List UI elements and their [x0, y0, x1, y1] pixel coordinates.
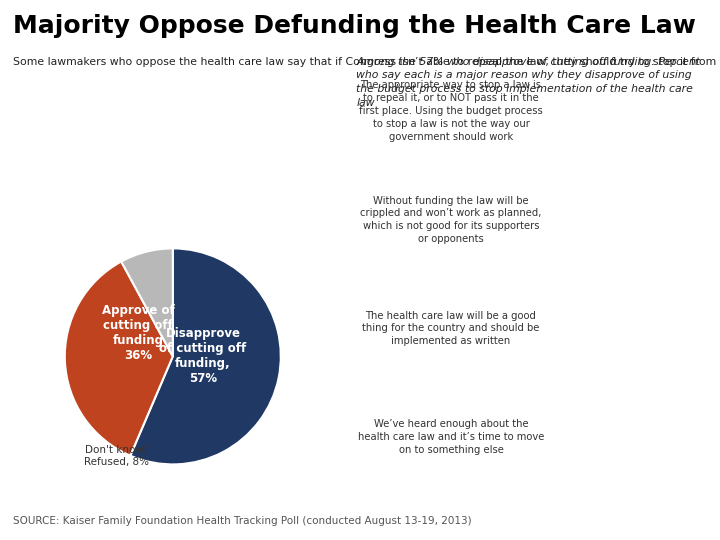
Text: Don't know/
Refused, 8%: Don't know/ Refused, 8% [84, 445, 149, 467]
Text: FAMILY: FAMILY [630, 508, 684, 522]
Text: 35%: 35% [566, 430, 595, 443]
Text: THE HENRY J.: THE HENRY J. [640, 487, 674, 492]
Wedge shape [65, 261, 173, 456]
Text: Majority Oppose Defunding the Health Care Law: Majority Oppose Defunding the Health Car… [13, 14, 696, 37]
Wedge shape [121, 248, 173, 356]
Text: 49%: 49% [576, 322, 606, 335]
Text: KAISER: KAISER [629, 495, 685, 509]
Text: 69%: 69% [590, 105, 620, 118]
Text: Among the 57% who disapprove of cutting off funding: Percent
who say each is a m: Among the 57% who disapprove of cutting … [356, 57, 701, 107]
Text: Approve of
cutting off
funding
36%: Approve of cutting off funding 36% [102, 303, 175, 362]
Text: SOURCE: Kaiser Family Foundation Health Tracking Poll (conducted August 13-19, 2: SOURCE: Kaiser Family Foundation Health … [13, 516, 472, 526]
Text: 56%: 56% [581, 213, 611, 226]
Text: FOUNDATION: FOUNDATION [639, 524, 675, 529]
Wedge shape [130, 248, 281, 464]
Text: The appropriate way to stop a law is
to repeal it, or to NOT pass it in the
firs: The appropriate way to stop a law is to … [359, 80, 543, 141]
Text: Disapprove
of cutting off
funding,
57%: Disapprove of cutting off funding, 57% [159, 327, 247, 386]
Text: Without funding the law will be
crippled and won’t work as planned,
which is not: Without funding the law will be crippled… [360, 195, 541, 244]
Text: The health care law will be a good
thing for the country and should be
implement: The health care law will be a good thing… [362, 310, 539, 346]
Text: We’ve heard enough about the
health care law and it’s time to move
on to somethi: We’ve heard enough about the health care… [358, 419, 544, 455]
Text: Some lawmakers who oppose the health care law say that if Congress isn’t able to: Some lawmakers who oppose the health car… [13, 57, 720, 67]
